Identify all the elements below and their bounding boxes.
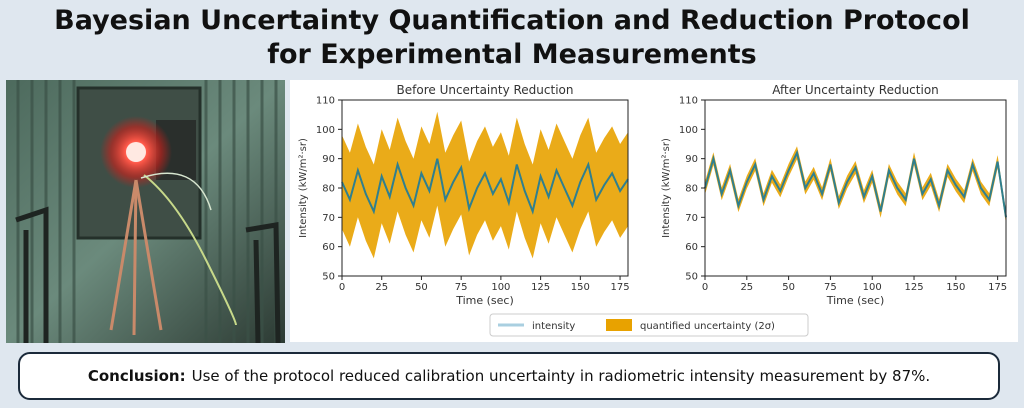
y-tick-label: 50 (685, 272, 698, 283)
y-axis-label: Intensity (kW/m²·sr) (661, 138, 672, 238)
x-tick-label: 150 (946, 282, 965, 293)
uncertainty-band (705, 146, 1006, 224)
y-tick-label: 50 (322, 272, 335, 283)
x-tick-label: 175 (988, 282, 1007, 293)
y-tick-label: 100 (316, 125, 335, 136)
intensity-line (704, 149, 1007, 218)
chart-2: 0 25 50 75 100 125 150 175 50 60 70 80 90 100 110 After… (661, 83, 1007, 307)
x-tick-label: 25 (740, 282, 753, 293)
y-tick-label: 100 (679, 125, 698, 136)
y-tick-label: 70 (685, 213, 698, 224)
y-tick-label: 90 (322, 154, 335, 165)
x-tick-label: 50 (782, 282, 795, 293)
legend-label-intensity: intensity (532, 321, 575, 332)
chart-1: 0 25 50 75 100 125 150 175 50 60 70 80 90 100 110 Befor… (298, 83, 630, 307)
page-title: Bayesian Uncertainty Quantification and … (0, 4, 1024, 72)
y-tick-label: 110 (316, 96, 335, 107)
conclusion-text: Use of the protocol reduced calibration … (191, 367, 931, 385)
x-tick-label: 25 (375, 282, 388, 293)
x-tick-label: 0 (702, 282, 708, 293)
x-tick-label: 100 (491, 282, 510, 293)
charts-svg: 0 25 50 75 100 125 150 175 50 60 70 80 90 100 110 Befor… (298, 83, 1007, 337)
x-tick-label: 125 (531, 282, 550, 293)
y-tick-label: 110 (679, 96, 698, 107)
y-tick-label: 70 (322, 213, 335, 224)
x-tick-label: 75 (824, 282, 837, 293)
y-axis-label: Intensity (kW/m²·sr) (298, 138, 309, 238)
y-tick-label: 60 (685, 242, 698, 253)
legend-frame (489, 313, 809, 337)
conclusion-box: Conclusion: Use of the protocol reduced … (18, 352, 1000, 400)
chart-title: After Uncertainty Reduction (772, 83, 939, 97)
uncertainty-band (342, 111, 628, 259)
y-tick-label: 90 (685, 154, 698, 165)
title-line-2: for Experimental Measurements (267, 39, 757, 70)
title-line-1: Bayesian Uncertainty Quantification and … (54, 5, 970, 36)
experiment-photo (6, 80, 285, 343)
x-axis-label: Time (sec) (455, 294, 514, 307)
experiment-photo-graphic (6, 80, 285, 343)
y-tick-label: 60 (322, 242, 335, 253)
x-axis-label: Time (sec) (826, 294, 885, 307)
y-tick-label: 80 (685, 184, 698, 195)
conclusion-label: Conclusion: (87, 367, 186, 385)
plot-panel: 0 25 50 75 100 125 150 175 50 60 70 80 90 100 110 Befor… (290, 80, 1018, 342)
x-tick-label: 150 (571, 282, 590, 293)
x-tick-label: 175 (611, 282, 630, 293)
y-tick-label: 80 (322, 184, 335, 195)
x-tick-label: 0 (339, 282, 345, 293)
chart-title: Before Uncertainty Reduction (397, 83, 574, 97)
x-tick-label: 100 (863, 282, 882, 293)
x-tick-label: 75 (455, 282, 468, 293)
intensity-line (341, 158, 629, 215)
legend: intensity quantified uncertainty (2σ) (489, 313, 809, 337)
legend-swatch-uncertainty (606, 319, 632, 331)
x-tick-label: 50 (415, 282, 428, 293)
legend-label-uncertainty: quantified uncertainty (2σ) (640, 321, 775, 332)
x-tick-label: 125 (904, 282, 923, 293)
